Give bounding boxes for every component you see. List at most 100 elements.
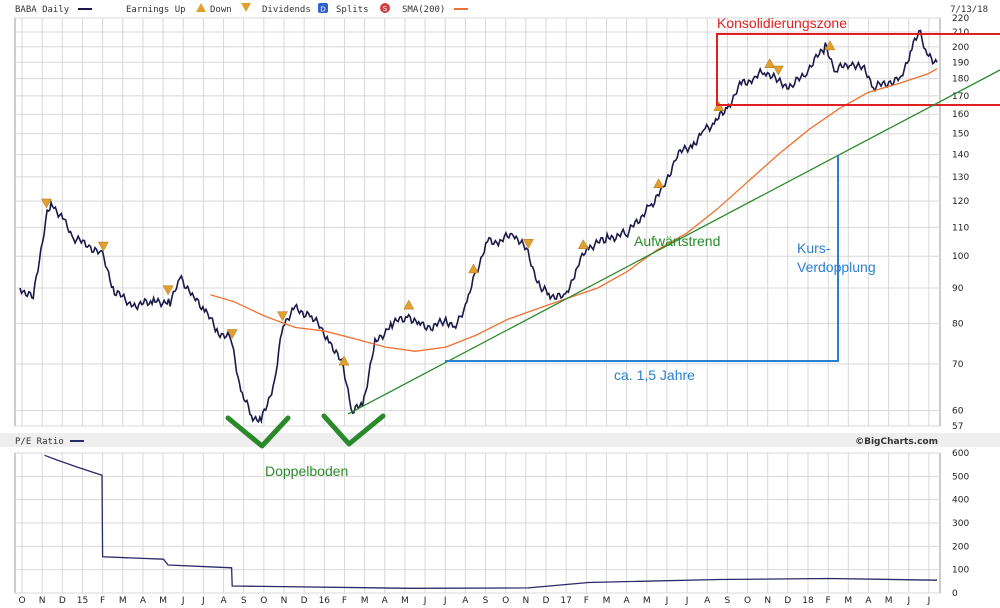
- x-tick-label: F: [100, 596, 105, 606]
- y-tick-label: 90: [952, 284, 964, 294]
- x-tick-label: O: [260, 596, 267, 606]
- price-series: [19, 29, 938, 425]
- earnings-up-marker: [764, 58, 776, 68]
- x-tick-label: J: [665, 596, 669, 606]
- split-icon: [380, 3, 390, 13]
- pe-header-bar: [0, 433, 1000, 447]
- pe-grid: [15, 452, 940, 594]
- pe-line: [44, 454, 938, 589]
- earnings-up-marker: [338, 355, 350, 366]
- consolidation-zone-label: Konsolidierungszone: [717, 15, 847, 31]
- y-tick-label: 130: [952, 173, 969, 183]
- earnings-down-marker: [277, 311, 288, 322]
- pe-series: [44, 454, 938, 589]
- doubling-measure-line: [445, 155, 839, 362]
- legend-symbol: BABA Daily: [15, 5, 70, 15]
- x-tick-label: F: [342, 596, 347, 606]
- x-tick-label: M: [401, 596, 409, 606]
- legend-splits: Splits: [336, 5, 369, 15]
- pe-y-tick-label: 100: [952, 566, 969, 576]
- x-tick-label: O: [502, 596, 509, 606]
- earnings-up-marker: [403, 299, 415, 310]
- x-tick-label: O: [744, 596, 751, 606]
- earnings-up-marker: [468, 263, 479, 274]
- y-tick-label: 70: [952, 360, 964, 370]
- earnings-up-marker: [577, 239, 589, 249]
- price-grid: [15, 17, 940, 427]
- x-tick-label: 16: [319, 596, 331, 606]
- y-tick-label: 160: [952, 110, 969, 120]
- x-tick-label: A: [462, 596, 469, 606]
- pe-y-tick-label: 500: [952, 472, 969, 482]
- pe-title: P/E Ratio: [15, 437, 64, 447]
- earnings-down-marker: [226, 329, 238, 340]
- pe-y-tick-label: 300: [952, 519, 969, 529]
- legend-earnings-up: Earnings Up: [126, 5, 186, 15]
- y-tick-label: 60: [952, 407, 964, 417]
- x-tick-label: M: [119, 596, 127, 606]
- earnings-down-marker: [772, 65, 784, 76]
- consolidation-zone-box: [716, 33, 1000, 106]
- y-tick-label: 150: [952, 130, 969, 140]
- earnings-down-marker: [41, 198, 52, 209]
- x-tick-label: F: [584, 596, 589, 606]
- x-tick-label: S: [725, 596, 731, 606]
- x-tick-label: M: [885, 596, 893, 606]
- x-tick-label: A: [865, 596, 872, 606]
- legend-sma: SMA(200): [402, 5, 445, 15]
- chart-date: 7/13/18: [950, 5, 988, 15]
- x-tick-label: J: [423, 596, 427, 606]
- double-bottom-v-right: [321, 413, 386, 447]
- earnings-up-icon: [196, 3, 206, 12]
- x-tick-label: M: [159, 596, 167, 606]
- earnings-markers: [41, 40, 836, 366]
- x-tick-label: F: [826, 596, 831, 606]
- x-tick-label: A: [624, 596, 631, 606]
- y-tick-label: 200: [952, 43, 969, 53]
- x-tick-label: J: [906, 596, 910, 606]
- x-tick-label: J: [201, 596, 205, 606]
- earnings-down-marker: [97, 241, 109, 252]
- x-tick-label: 18: [802, 596, 814, 606]
- earnings-up-marker: [653, 178, 665, 189]
- price-y-axis: 57 60 70 80 90 100 110 120 130 140 150 160 170 180 190…: [952, 14, 969, 432]
- y-tick-label: 120: [952, 197, 969, 207]
- x-tick-label: A: [220, 596, 227, 606]
- x-tick-label: M: [361, 596, 369, 606]
- earnings-down-marker: [162, 285, 174, 296]
- uptrend-line: [347, 69, 1000, 415]
- x-tick-label: 15: [77, 596, 88, 606]
- x-tick-label: D: [784, 596, 791, 606]
- y-tick-label: 57: [952, 422, 963, 432]
- y-tick-label: 220: [952, 14, 969, 24]
- legend: BABA Daily Earnings Up Down Dividends D …: [15, 3, 988, 15]
- earnings-up-marker: [713, 101, 725, 111]
- price-line: [19, 29, 938, 425]
- y-tick-label: 140: [952, 151, 969, 161]
- pe-y-tick-label: 200: [952, 542, 969, 552]
- earnings-down-icon: [241, 3, 251, 12]
- x-tick-label: S: [483, 596, 489, 606]
- duration-label: ca. 1,5 Jahre: [614, 367, 695, 383]
- dividend-badge: D: [320, 6, 325, 14]
- double-bottom-label: Doppelboden: [265, 463, 348, 479]
- y-tick-label: 180: [952, 75, 969, 85]
- pe-y-axis: 0 100 200 300 400 500 600: [952, 449, 969, 599]
- y-tick-label: 190: [952, 58, 969, 68]
- y-tick-label: 110: [952, 223, 969, 233]
- split-badge: S: [383, 5, 388, 13]
- x-tick-label: A: [704, 596, 711, 606]
- x-tick-label: J: [181, 596, 185, 606]
- x-tick-label: M: [844, 596, 852, 606]
- x-tick-label: O: [18, 596, 25, 606]
- x-tick-label: N: [39, 596, 46, 606]
- x-tick-label: A: [382, 596, 389, 606]
- y-tick-label: 80: [952, 320, 964, 330]
- brand: ©BigCharts.com: [855, 437, 938, 447]
- x-tick-label: J: [927, 596, 931, 606]
- x-tick-label: J: [443, 596, 447, 606]
- x-tick-label: N: [522, 596, 529, 606]
- uptrend-label: Aufwärtstrend: [634, 233, 720, 249]
- x-tick-label: M: [603, 596, 611, 606]
- y-tick-label: 170: [952, 92, 969, 102]
